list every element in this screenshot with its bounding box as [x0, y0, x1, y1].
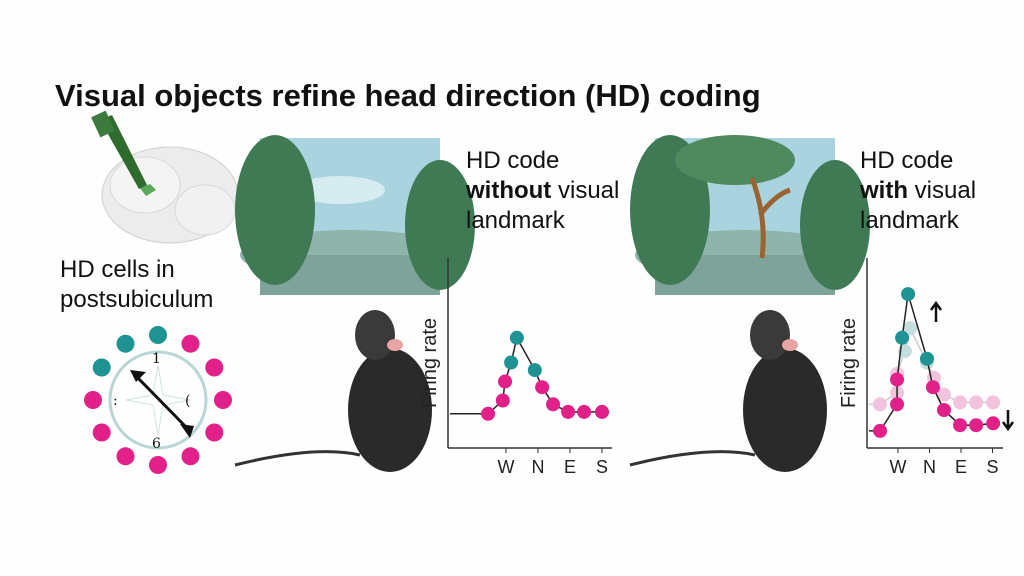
landscape: [235, 135, 475, 295]
data-point: [504, 355, 519, 370]
direction-dot: [116, 334, 135, 353]
data-point: [936, 387, 951, 402]
arrow-down-icon: [1001, 410, 1015, 432]
y-axis-label: Firing rate: [419, 318, 441, 408]
data-point: [509, 330, 524, 345]
label-line1: HD code: [860, 147, 954, 174]
data-point: [595, 404, 609, 419]
brain-with-electrode: [91, 110, 239, 244]
label-line1: HD code: [466, 147, 560, 174]
firing-rate-chart: W N E S Firing rate: [419, 258, 612, 477]
data-point: [902, 321, 917, 336]
direction-dot: [116, 447, 135, 466]
compass-mark-top: 1: [152, 351, 161, 367]
label-line2: with visual: [860, 176, 976, 206]
compass-diagram: [84, 326, 232, 474]
data-point: [546, 397, 561, 412]
label-bold: with: [860, 177, 908, 204]
data-point: [481, 406, 496, 421]
title: Visual objects refine head direction (HD…: [55, 78, 761, 113]
direction-dot: [181, 447, 200, 466]
data-point: [919, 351, 934, 366]
data-point: [561, 404, 576, 419]
data-point: [890, 397, 905, 412]
x-tick-label: E: [564, 457, 576, 477]
data-point: [986, 416, 1001, 431]
firing-rate-chart: W N E S Firing rate: [838, 258, 1015, 477]
direction-dot: [92, 358, 111, 377]
compass-mark-bottom: 6: [152, 436, 161, 452]
direction-dot: [149, 326, 167, 344]
data-point: [890, 372, 905, 387]
label-line3: landmark: [466, 207, 565, 234]
compass-arrow-icon: [134, 374, 189, 430]
x-tick-label: E: [955, 457, 967, 477]
direction-dot: [181, 334, 200, 353]
data-point: [498, 374, 513, 389]
data-point: [953, 395, 968, 410]
x-tick-label: S: [986, 457, 998, 477]
data-point: [535, 380, 550, 395]
data-point: [925, 380, 940, 395]
series-line: [450, 335, 602, 415]
mouse: [629, 310, 827, 472]
landscape-with-tree: [630, 135, 870, 295]
x-tick-label: N: [923, 457, 936, 477]
compass-mark-right: (: [185, 393, 191, 409]
direction-dot: [92, 423, 111, 442]
direction-dot: [205, 358, 224, 377]
panel-without-label: HD code without visual landmark: [466, 146, 619, 236]
data-point: [495, 393, 510, 408]
cells-label-line1: HD cells in: [60, 256, 175, 283]
x-tick-label: N: [532, 457, 545, 477]
data-point: [901, 287, 916, 302]
data-point: [936, 403, 951, 417]
data-point: [895, 330, 910, 345]
label-line2: without visual: [466, 176, 619, 206]
label-line3: landmark: [860, 207, 959, 234]
x-tick-label: W: [498, 457, 515, 477]
direction-dot: [214, 391, 232, 409]
data-point: [873, 423, 888, 438]
mouse: [234, 310, 432, 472]
x-tick-label: W: [890, 457, 907, 477]
direction-dot: [205, 423, 224, 442]
arrow-up-icon: [929, 300, 943, 322]
data-point: [986, 395, 1001, 410]
direction-dot: [84, 391, 102, 409]
data-point: [577, 404, 592, 419]
compass-mark-left: :: [113, 393, 118, 409]
data-point: [969, 395, 984, 410]
cells-label: HD cells in postsubiculum: [60, 255, 213, 315]
data-point: [969, 418, 984, 433]
x-tick-label: S: [596, 457, 608, 477]
data-point: [953, 418, 968, 433]
cells-label-line2: postsubiculum: [60, 286, 214, 313]
data-point: [527, 363, 542, 378]
direction-dot: [149, 456, 167, 474]
y-axis-label: Firing rate: [838, 318, 860, 408]
panel-with-label: HD code with visual landmark: [860, 146, 976, 236]
label-bold: without: [466, 177, 552, 204]
label-rest: visual: [551, 177, 620, 204]
label-rest: visual: [908, 177, 977, 204]
data-point: [873, 397, 888, 412]
